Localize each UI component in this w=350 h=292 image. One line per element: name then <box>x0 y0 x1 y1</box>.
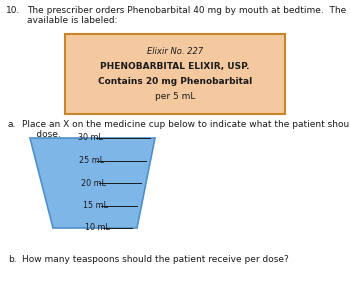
Text: 15 mL: 15 mL <box>83 201 108 210</box>
Text: Elixir No. 227: Elixir No. 227 <box>147 47 203 56</box>
Text: Place an X on the medicine cup below to indicate what the patient should receive: Place an X on the medicine cup below to … <box>22 120 350 139</box>
Text: 10 mL: 10 mL <box>85 223 110 232</box>
Text: 25 mL: 25 mL <box>79 156 105 165</box>
Text: Contains 20 mg Phenobarbital: Contains 20 mg Phenobarbital <box>98 77 252 86</box>
Text: The prescriber orders Phenobarbital 40 mg by mouth at bedtime.  The medication
a: The prescriber orders Phenobarbital 40 m… <box>27 6 350 25</box>
FancyBboxPatch shape <box>65 34 285 114</box>
Text: PHENOBARBITAL ELIXIR, USP.: PHENOBARBITAL ELIXIR, USP. <box>100 62 250 71</box>
Polygon shape <box>30 138 155 228</box>
Text: How many teaspoons should the patient receive per dose?: How many teaspoons should the patient re… <box>22 255 289 264</box>
Text: 20 mL: 20 mL <box>81 178 106 187</box>
Text: b.: b. <box>8 255 17 264</box>
Text: 30 mL: 30 mL <box>77 133 102 142</box>
Text: 10.: 10. <box>6 6 20 15</box>
Text: per 5 mL: per 5 mL <box>155 92 195 101</box>
Text: a.: a. <box>8 120 16 129</box>
